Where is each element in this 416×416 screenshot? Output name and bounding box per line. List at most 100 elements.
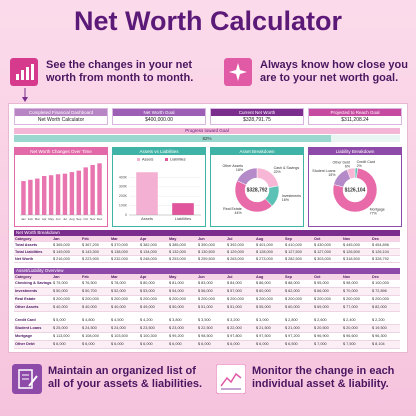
donut-segment [332,167,378,213]
table-cell: $ 84,000 [227,281,242,285]
table-cell: $ 6,000 [111,342,124,346]
table-cell: $ 86,000 [256,281,271,285]
bar [48,175,54,215]
x-tick-label: Feb [28,217,34,221]
table-cell: $ 328,792 [372,257,389,261]
table-cell: $ 273,000 [256,257,273,261]
table-cell: $ 23,500 [140,326,155,330]
table-cell: $ 97,200 [285,334,300,338]
table-cell: $ 318,500 [343,257,360,261]
x-tick-label: Dec [97,217,103,221]
table-cell: $ 410,000 [285,243,302,247]
feature-text: See the changes in your net worth from m… [46,59,194,84]
table-cell: $ 22,000 [227,326,242,330]
table-cell: $ 78,000 [111,281,126,285]
table-cell: $ 6,000 [140,342,153,346]
row-label: Total Assets [15,243,38,247]
table-cell: $ 370,000 [111,243,128,247]
chart-title: Asset Breakdown [211,148,303,155]
summary-value: $400,000.00 [145,117,173,123]
table-cell: $ 138,000 [111,250,128,254]
row-label: Other Assets [15,305,39,309]
table-cell: $ 130,500 [198,250,215,254]
table-cell: $ 40,000 [82,305,97,309]
table-row: Net Worth $ 216,000 $ 223,900 $ 232,000 $ 24… [14,256,400,263]
arrow [22,88,28,102]
column-header: Dec [372,275,379,279]
table-cell: $ 76,500 [82,281,97,285]
progress-track: 82% [14,135,400,142]
x-tick-label: Oct [83,217,88,221]
x-tick-label: Jun [56,217,61,221]
bar [172,203,194,215]
table-cell: $ 2,600 [314,318,327,322]
table: Asset/Liability Overview Category Jan Feb Ma… [14,268,400,349]
table-cell: $ 134,000 [140,250,157,254]
table-cell: $ 52,000 [111,289,126,293]
column-header: Aug [256,275,264,279]
table-cell: $ 49,000 [140,305,155,309]
row-label: Student Loans [15,326,42,330]
row-label: Checking & Savings [15,281,52,285]
bar [41,176,47,215]
x-tick-label: Aug [69,217,75,221]
legend-label: Liabilities [170,158,186,162]
table-cell: $ 21,500 [256,326,271,330]
table-cell: $ 248,000 [140,257,157,261]
table-cell: $ 126,104 [372,250,389,254]
table-cell: $ 200,000 [82,297,99,301]
chart-title: Net Worth Changes Over Time [15,148,107,155]
chart-icon [10,58,38,86]
chart-title: Liability Breakdown [309,148,401,155]
summary-box: Current Net Worth $328,791.75 [210,108,304,125]
table-cell: $ 200,000 [140,297,157,301]
chart: Jan Feb Mar Apr May Jun Jul Aug Sep Oct Nov Dec [20,163,103,221]
table-cell: $ 3,200 [227,318,240,322]
table-cell: $ 88,000 [285,281,300,285]
table-cell: $ 100,000 [372,281,389,285]
column-header: Jan [53,237,60,241]
row-label: Credit Card [15,318,36,322]
table-cell: $ 200,000 [111,297,128,301]
table-cell: $ 56,000 [198,289,213,293]
table-cell: $ 127,500 [285,250,302,254]
summary-value: Net Worth Calculator [37,117,85,123]
table-cell: $ 445,000 [343,243,360,247]
segment-label: Investments [282,194,302,198]
table-cell: $ 127,000 [314,250,331,254]
table-cell: $ 50,700 [82,289,97,293]
bar [76,170,82,215]
table-cell: $ 6,000 [53,342,66,346]
star-icon [224,58,252,86]
summary-label: Projected to Reach Goal [309,109,401,116]
table-cell: $ 128,000 [256,250,273,254]
table-cell: $ 282,500 [285,257,302,261]
table-cell: $ 367,200 [82,243,99,247]
column-header: May [169,237,177,241]
table-cell: $ 53,000 [140,289,155,293]
chart: 0 100K 200K 300K 400K Assets Liabilities Assets… [119,158,201,221]
table-cell: $ 6,000 [82,342,95,346]
legend-label: Assets [142,158,153,162]
header-row: Category Jan Feb Mar Apr May Jun Jul Aug Sep Oct No… [14,274,400,280]
segment-label: Credit Card [357,160,375,164]
table-cell: $ 96,300 [372,334,387,338]
table-cell: $ 6,000 [169,342,182,346]
table-row: Real Estate $ 200,000 $ 200,000 $ 200,000 $ … [14,296,400,304]
summary-label: Completed Financial Dashboard [15,109,107,116]
table-cell: $ 4,500 [111,318,124,322]
table-cell: $ 96,600 [343,334,358,338]
table-cell: $ 7,000 [314,342,327,346]
table-cell: $ 80,000 [140,281,155,285]
table-row: Total Assets $ 365,000 $ 367,200 $ 370,000 $… [14,242,400,249]
table-cell: $ 62,000 [285,289,300,293]
table-cell: $ 6,000 [256,342,269,346]
table-cell: $ 51,000 [227,305,242,309]
table-cell: $ 55,000 [256,305,271,309]
table-cell: $ 303,000 [314,257,331,261]
table-cell: $ 7,500 [343,342,356,346]
table-cell: $ 200,000 [343,297,360,301]
table-cell: $ 8,104 [372,342,385,346]
row-label: Other Debt [15,342,35,346]
